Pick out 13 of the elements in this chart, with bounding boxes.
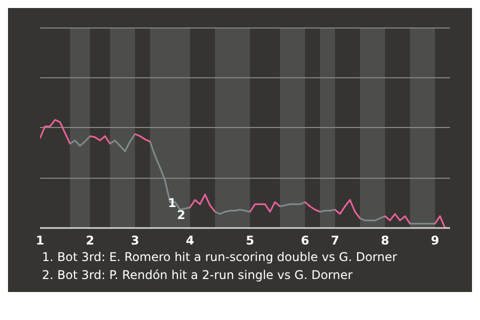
x-tick-label: 3 [130,234,140,248]
text: 2. Bot 3rd: P. Rendón hit a 2-run single vs G. Dorner [42,267,354,284]
text: 1. Bot 3rd: E. Romero hit a run-scoring double vs G. Dorner [42,249,398,266]
annotation: 2 [177,208,186,222]
annotation: 1 [168,196,176,210]
x-tick-label: 9 [430,234,440,248]
x-tick-label: 8 [380,234,390,248]
x-tick-label: 4 [186,234,194,248]
x-tick-label: 7 [330,234,340,248]
x-tick-label: 6 [300,234,310,248]
x-tick-label: 5 [246,234,254,248]
x-tick-label: 2 [86,234,94,248]
x-tick-label: 1 [36,234,44,248]
